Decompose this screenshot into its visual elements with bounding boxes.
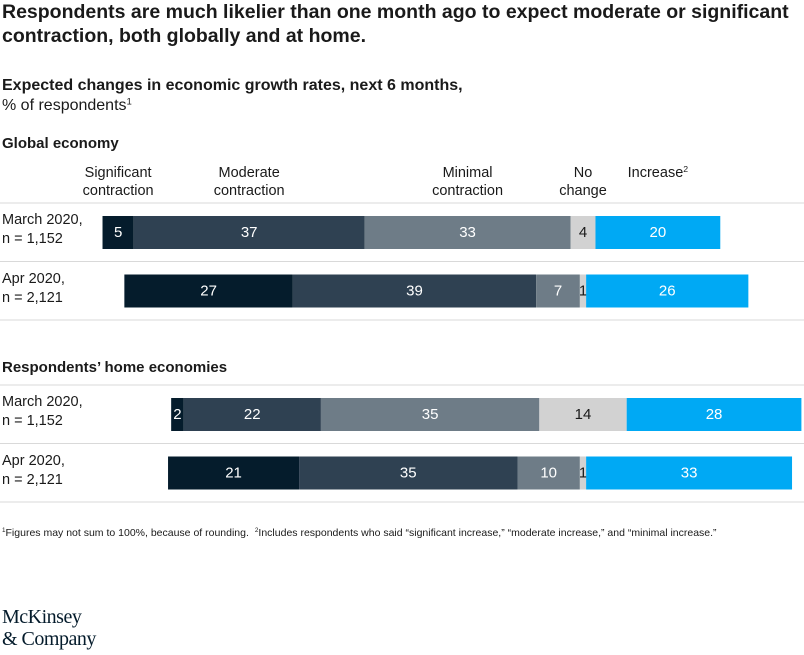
bar-segment <box>133 216 365 249</box>
bar-segment <box>124 274 293 308</box>
logo: McKinsey & Company <box>2 606 96 650</box>
value-label: 27 <box>200 283 217 300</box>
legend-label: Significant contraction <box>58 164 178 200</box>
bar-segment <box>171 398 184 431</box>
bar-segment <box>102 216 134 249</box>
footnote-marker: 1 <box>126 96 132 108</box>
bar-segment <box>168 456 300 490</box>
subtitle: Expected changes in economic growth rate… <box>2 76 463 116</box>
bar-segment <box>579 456 587 490</box>
value-label: 4 <box>579 224 587 241</box>
value-label: 33 <box>681 465 698 482</box>
value-label: 28 <box>706 406 723 423</box>
value-label: 1 <box>579 465 587 482</box>
bar-segment <box>292 274 537 308</box>
chart-title: Respondents are much likelier than one m… <box>2 1 789 47</box>
category-label: Apr 2020, n = 2,121 <box>2 452 65 488</box>
footnote: 1Figures may not sum to 100%, because of… <box>2 527 249 539</box>
value-label: 7 <box>554 283 562 300</box>
bar-segment <box>626 398 802 431</box>
bar-segment <box>299 456 518 490</box>
footnote-marker: 2 <box>254 527 259 535</box>
bar-segment <box>586 456 793 490</box>
footnote: 2Includes respondents who said “signific… <box>255 527 717 539</box>
value-label: 1 <box>579 283 587 300</box>
category-label: March 2020, n = 1,152 <box>2 212 83 247</box>
legend-text: Increase <box>627 165 684 181</box>
legend-label: Moderate contraction <box>189 164 309 200</box>
category-label: March 2020, n = 1,152 <box>2 394 83 429</box>
bar-segment <box>586 274 749 308</box>
value-label: 39 <box>406 283 423 300</box>
bar-segment <box>183 398 321 431</box>
legend-text: Minimal contraction <box>432 165 504 199</box>
category-label: Apr 2020, n = 2,121 <box>2 270 65 306</box>
bar-segment <box>579 274 587 308</box>
value-label: 35 <box>422 406 439 423</box>
value-label: 33 <box>459 224 476 241</box>
footnote-text: Figures may not sum to 100%, because of … <box>5 527 249 539</box>
value-label: 26 <box>659 283 676 300</box>
bar-segment <box>517 456 580 490</box>
value-label: 20 <box>650 224 667 241</box>
value-label: 14 <box>575 406 592 423</box>
value-label: 10 <box>540 465 557 482</box>
bar-segment <box>570 216 596 249</box>
footnote-marker: 2 <box>683 163 689 174</box>
footnote-marker: 1 <box>2 527 6 535</box>
legend-text: No change <box>559 165 607 199</box>
legend-label: Minimal contraction <box>408 164 528 200</box>
value-label: 35 <box>400 465 417 482</box>
panel-title: Respondents’ home economies <box>2 359 228 376</box>
value-label: 22 <box>244 406 261 423</box>
footnotes: 1Figures may not sum to 100%, because of… <box>2 526 717 540</box>
bar-segment <box>536 274 580 308</box>
bar-segment <box>595 216 721 249</box>
legend-text: Moderate contraction <box>213 165 285 199</box>
subtitle-line: % of respondents <box>2 97 127 114</box>
legend-label: Increase2 <box>598 164 718 182</box>
value-label: 2 <box>173 406 181 423</box>
legend-label: No change <box>523 164 643 200</box>
bar-segment <box>539 398 627 431</box>
bar-segment <box>364 216 571 249</box>
value-label: 37 <box>241 224 258 241</box>
subtitle-line: Expected changes in economic growth rate… <box>2 77 463 94</box>
value-label: 5 <box>114 224 122 241</box>
legend-text: Significant contraction <box>82 165 154 199</box>
panel-title: Global economy <box>2 135 119 152</box>
bar-segment <box>320 398 540 431</box>
footnote-text: Includes respondents who said “significa… <box>258 527 717 539</box>
value-label: 21 <box>225 465 242 482</box>
